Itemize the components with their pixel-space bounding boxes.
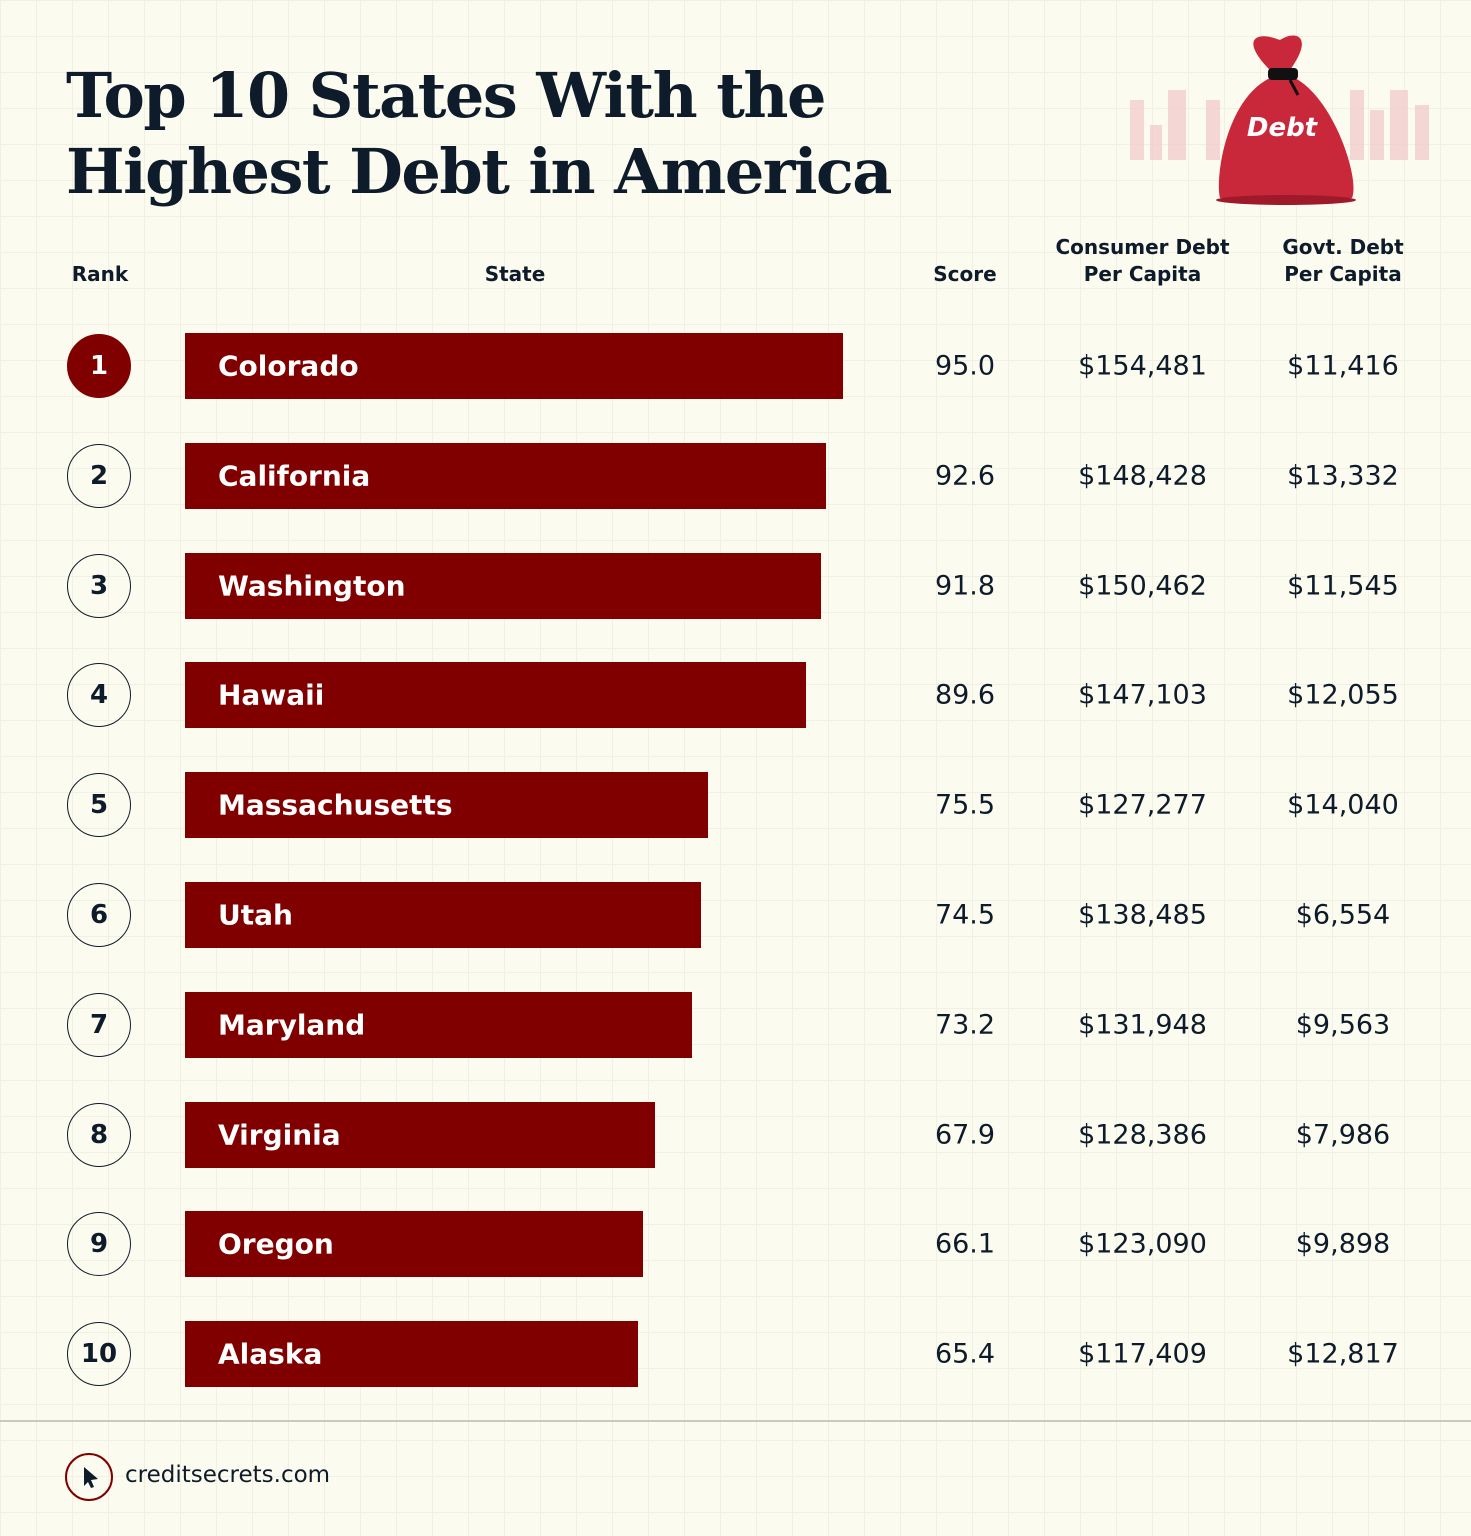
source: creditsecrets.com [125,1462,331,1488]
rank-badge: 3 [67,553,131,618]
icon-label: Debt [1247,113,1319,143]
bar [185,772,708,839]
govt-debt: $6,554 [1295,899,1391,931]
score-label: 65.4 [934,1338,996,1370]
chart-title: Top 10 States With the Highest Debt in A… [66,59,892,208]
govt-debt: $12,817 [1287,1338,1399,1370]
consumer-debt: $147,103 [1078,679,1207,711]
score-label: 95.0 [934,350,996,382]
state-label: Maryland [218,1008,366,1042]
score-label: 66.1 [934,1228,996,1260]
consumer-debt: $150,462 [1078,570,1207,602]
govt-debt: $9,898 [1295,1228,1391,1260]
govt-debt: $7,986 [1295,1119,1391,1151]
rank-badge: 4 [67,663,131,728]
score-label: 89.6 [934,679,996,711]
bar [185,882,701,948]
header-govt-debt: Govt. Debt Per Capita [1282,235,1404,286]
consumer-debt: $154,481 [1078,350,1207,382]
govt-debt: $9,563 [1295,1009,1391,1041]
govt-debt: $11,545 [1287,570,1399,602]
govt-debt: $13,332 [1287,460,1399,492]
debt-bag-icon: Debt [1130,35,1429,205]
bar [185,333,843,399]
rank-badge: 6 [67,883,131,947]
govt-debt: $11,416 [1287,350,1399,382]
bar [185,442,827,509]
state-label: Hawaii [218,678,325,712]
consumer-debt: $131,948 [1078,1009,1207,1041]
rank-badge: 9 [67,1212,131,1277]
govt-debt: $12,055 [1287,679,1399,711]
score-label: 67.9 [934,1119,996,1151]
bar [185,991,692,1058]
header-score: Score [933,262,997,286]
score-label: 75.5 [934,789,996,821]
state-label: Washington [218,569,406,603]
consumer-debt: $148,428 [1078,460,1207,492]
consumer-debt: $123,090 [1078,1228,1207,1260]
score-label: 91.8 [934,570,996,602]
header-consumer-debt: Consumer Debt Per Capita [1055,235,1230,286]
bar [185,552,821,619]
score-label: 92.6 [934,460,996,492]
rank-badge: 5 [67,773,131,838]
bar [185,662,806,729]
state-label: Alaska [218,1337,323,1371]
score-label: 73.2 [934,1009,996,1041]
state-label: Utah [218,898,293,932]
state-label: Virginia [218,1118,341,1152]
rank-badge: 1 [67,334,131,398]
state-label: Oregon [218,1227,334,1261]
score-label: 74.5 [934,899,996,931]
rank-badge: 7 [67,992,131,1057]
state-label: California [218,459,371,493]
divider [0,1420,1471,1422]
consumer-debt: $117,409 [1078,1338,1207,1370]
state-label: Massachusetts [218,788,453,822]
header-rank: Rank [71,262,129,286]
rank-badge: 10 [67,1322,131,1387]
govt-debt: $14,040 [1287,789,1399,821]
bar [185,1321,638,1388]
rank-badge: 2 [67,443,131,508]
consumer-debt: $128,386 [1078,1119,1207,1151]
header-state: State [484,262,546,286]
bar [185,1211,643,1278]
state-label: Colorado [218,349,359,383]
rank-badge: 8 [67,1102,131,1167]
consumer-debt: $127,277 [1078,789,1207,821]
source-icon [65,1453,113,1501]
bar [185,1101,656,1168]
consumer-debt: $138,485 [1078,899,1207,931]
